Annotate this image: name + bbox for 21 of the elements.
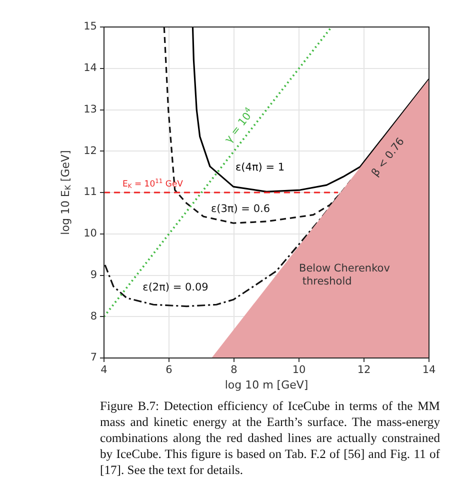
y-tick-label: 11 (84, 186, 97, 198)
y-tick-label: 9 (90, 268, 97, 281)
series-label: ε(2π) = 0.09 (142, 281, 208, 294)
text: Figure B.7: Detection efficiency of IceCube in terms of the MM mass and kinetic energy at the Earth’s surface. The mass-energy combinations along the red dashed lines are actually constrained by IceCube. This figure is based on Tab. F.2 of [56] and Fig. 11 of [17]. See the text for details. (100, 398, 440, 478)
y-tick-label: 10 (84, 228, 97, 240)
x-tick-label: 6 (166, 364, 173, 376)
x-tick-label: 12 (357, 364, 371, 376)
x-tick-label: 14 (422, 364, 436, 376)
y-tick-label: 14 (84, 62, 98, 74)
y-tick-label: 13 (84, 103, 97, 116)
y-tick-label: 12 (84, 144, 97, 157)
series-label: ε(4π) = 1 (235, 161, 285, 174)
y-tick-label: 15 (84, 20, 97, 33)
series-label: Below Cherenkov threshold (299, 262, 390, 288)
y-tick-label: 7 (90, 352, 97, 364)
x-axis-title: log 10 m [GeV] (224, 378, 308, 392)
x-tick-label: 8 (230, 364, 238, 376)
y-tick-label: 8 (90, 310, 97, 322)
x-tick-label: 4 (100, 364, 108, 376)
series-label: ε(3π) = 0.6 (210, 202, 270, 215)
x-tick-label: 10 (292, 364, 306, 376)
